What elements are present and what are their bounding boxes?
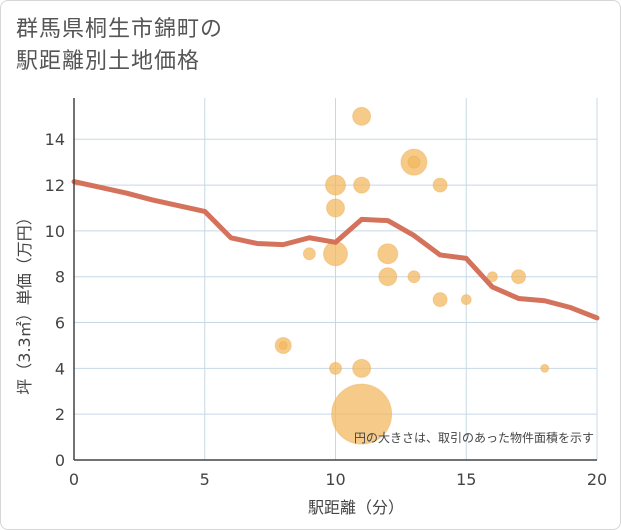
y-tick-label: 8	[55, 268, 65, 287]
axis-layer: 0 5 10 15 20 0 2 4 6 8 10 12 14	[45, 98, 607, 489]
y-axis-label: 坪（3.3㎡）単価（万円）	[15, 209, 34, 394]
title-line-1: 群馬県桐生市錦町の	[16, 17, 224, 42]
y-tick-label: 12	[45, 176, 65, 195]
data-bubble	[432, 292, 448, 308]
y-tick-label: 10	[45, 222, 65, 241]
data-bubble	[353, 176, 371, 194]
x-tick-label: 5	[200, 470, 210, 489]
title-line-2: 駅距離別土地価格	[16, 49, 201, 74]
data-bubble	[407, 155, 421, 169]
data-bubble	[486, 271, 498, 283]
line-layer	[71, 179, 600, 321]
grid-layer	[74, 98, 598, 460]
data-bubble	[331, 383, 393, 445]
bubble-size-note: 円の大きさは、取引のあった物件面積を示す	[354, 430, 594, 445]
y-tick-label: 14	[45, 130, 65, 149]
data-bubble	[511, 269, 527, 285]
data-bubble	[407, 270, 421, 284]
data-bubble	[432, 177, 448, 193]
data-bubble	[377, 243, 399, 265]
data-bubble	[540, 363, 550, 373]
data-bubble	[460, 294, 472, 306]
y-tick-label: 0	[55, 451, 65, 470]
x-tick-label: 15	[456, 470, 476, 489]
y-tick-label: 2	[55, 405, 65, 424]
x-axis-label: 駅距離（分）	[308, 498, 404, 517]
chart-title: 群馬県桐生市錦町の 駅距離別土地価格	[16, 14, 223, 78]
bubble-layer	[274, 106, 550, 445]
data-bubble	[352, 106, 372, 126]
data-bubble	[302, 247, 316, 261]
x-tick-label: 0	[69, 470, 79, 489]
data-bubble	[325, 174, 346, 196]
x-tick-label: 20	[587, 470, 607, 489]
average-price-line	[71, 179, 600, 321]
data-bubble	[378, 267, 398, 287]
data-bubble	[326, 198, 345, 218]
data-bubble	[278, 340, 288, 350]
data-bubble	[323, 241, 348, 267]
y-tick-label: 6	[55, 314, 65, 333]
x-tick-label: 10	[325, 470, 345, 489]
y-tick-label: 4	[55, 359, 65, 378]
data-bubble	[352, 358, 372, 378]
data-bubble	[329, 361, 342, 375]
